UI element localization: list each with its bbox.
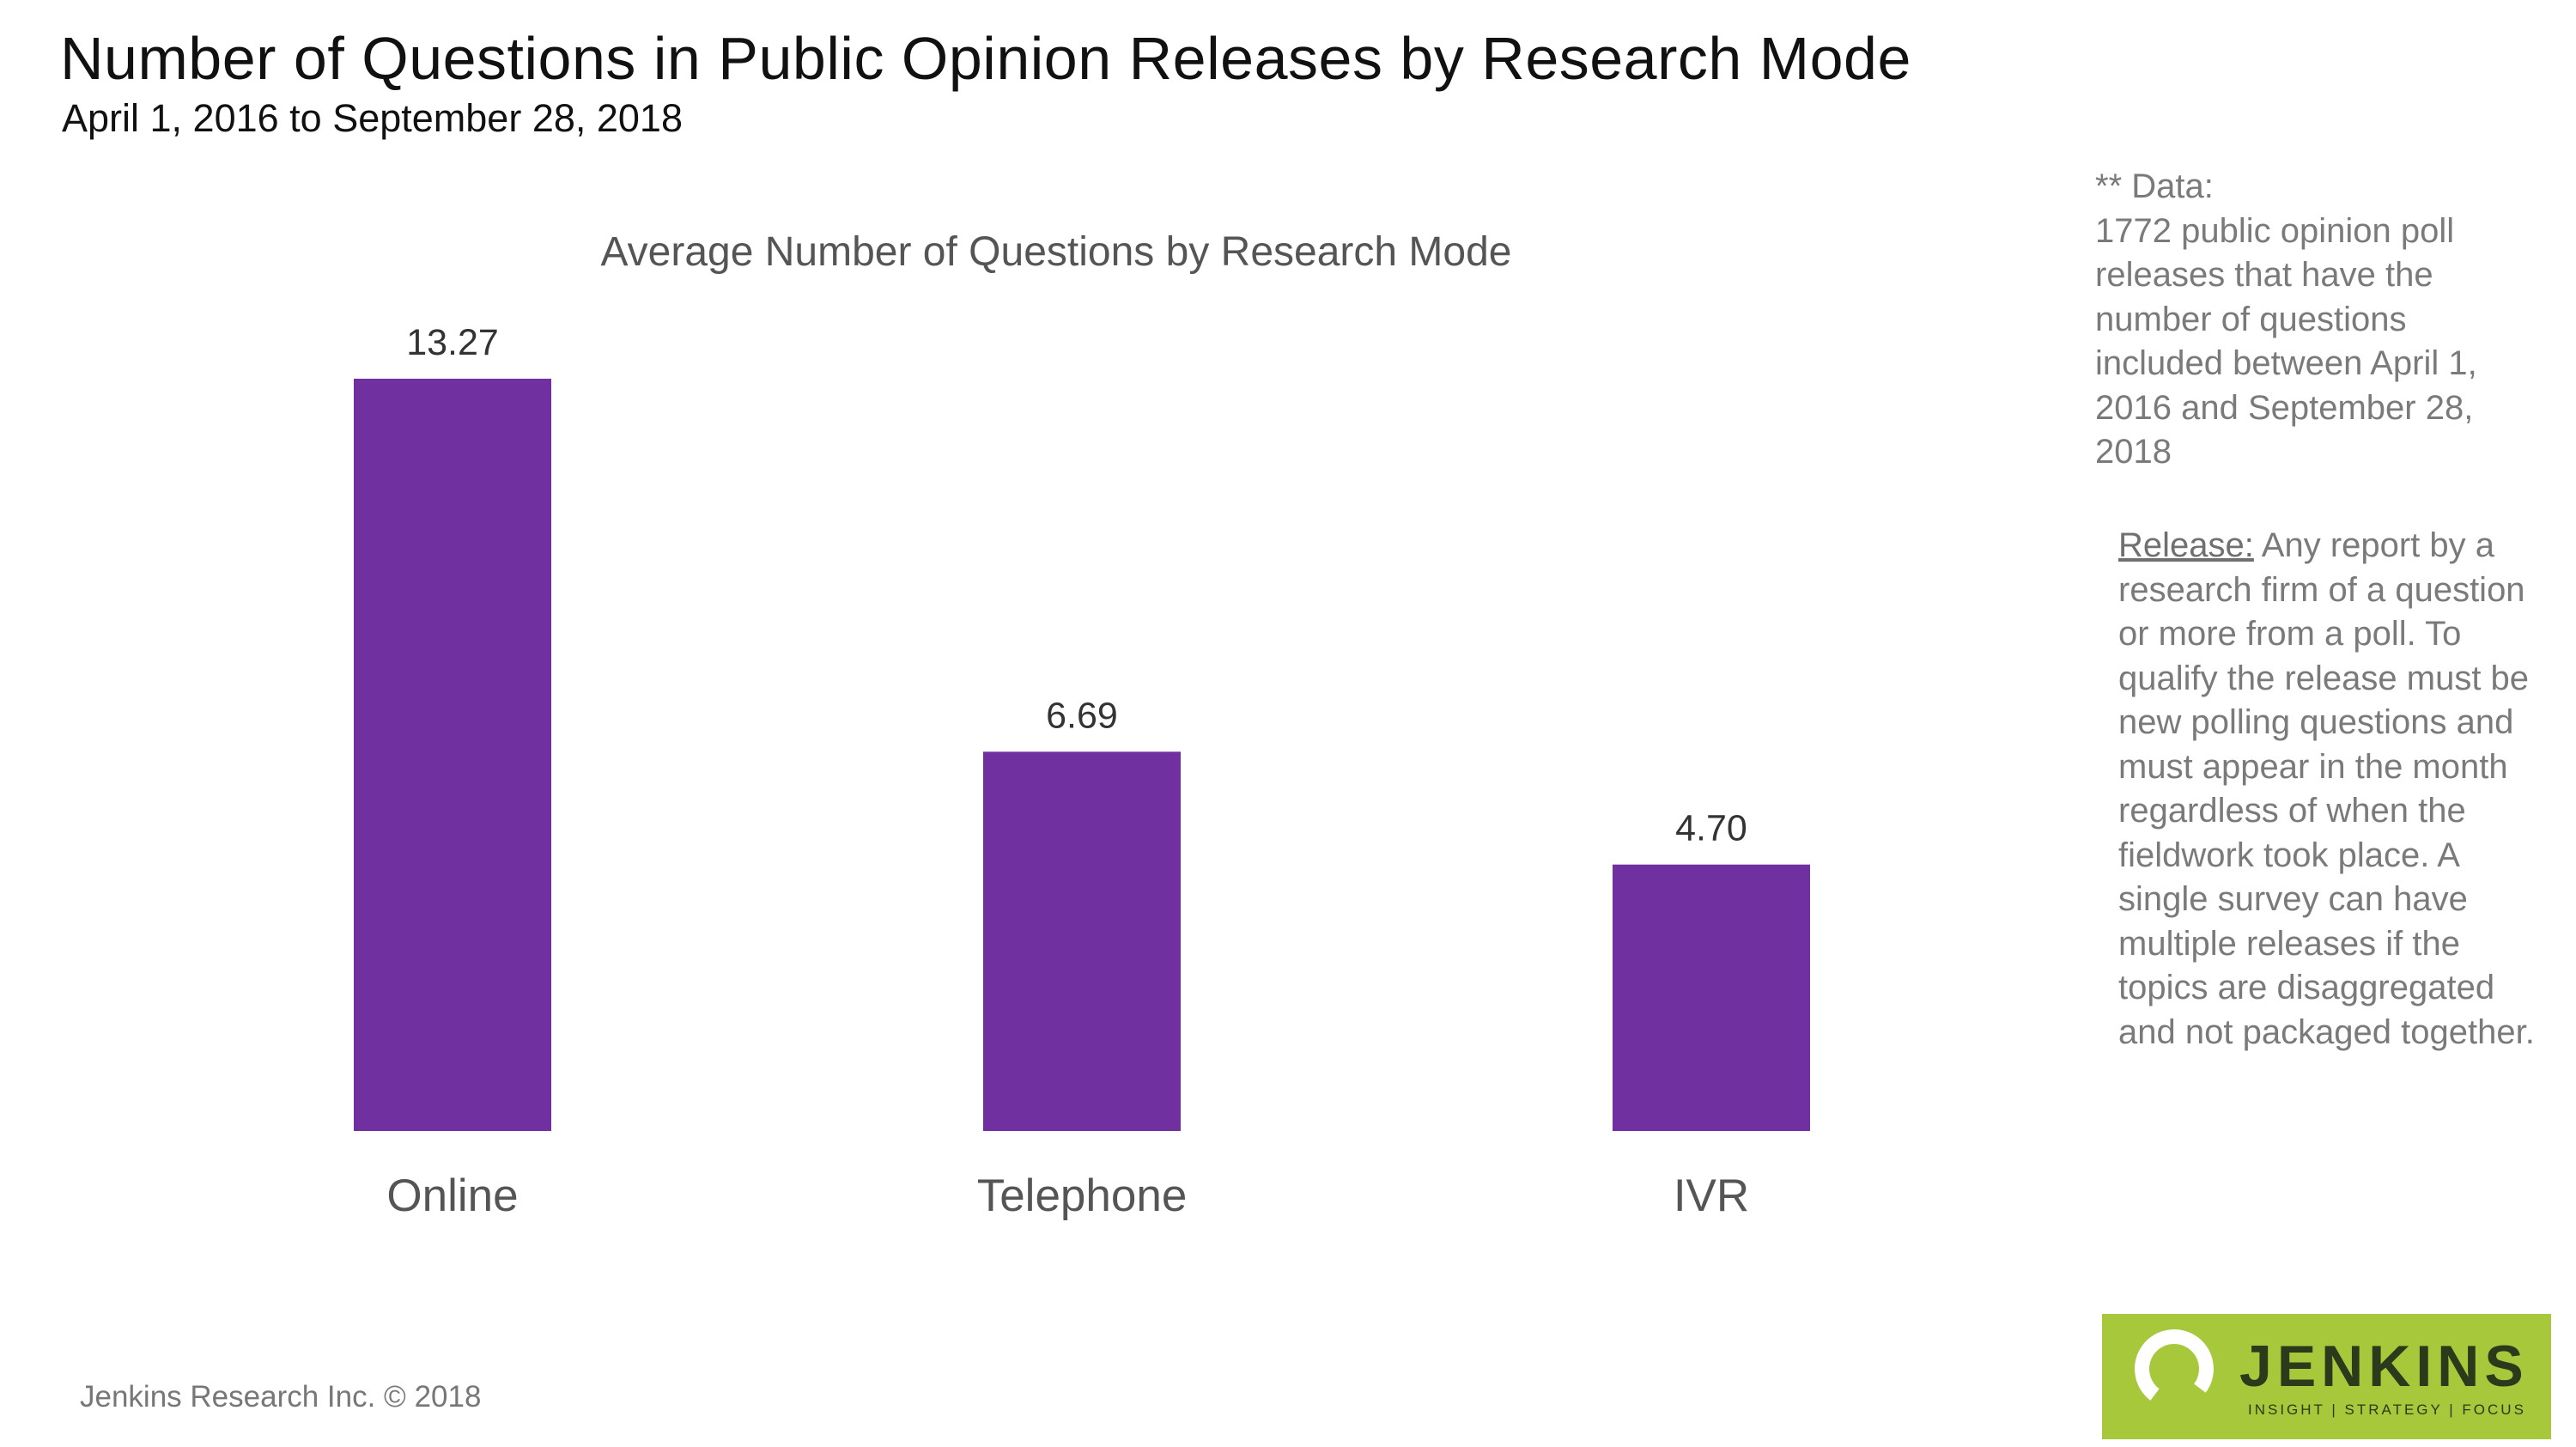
bar-online — [354, 379, 551, 1131]
footer-copyright: Jenkins Research Inc. © 2018 — [80, 1380, 482, 1414]
category-label-ivr: IVR — [1674, 1170, 1749, 1221]
value-label-telephone: 6.69 — [1046, 695, 1118, 736]
data-note-text: 1772 public opinion poll releases that h… — [2095, 211, 2477, 471]
category-label-online: Online — [386, 1170, 518, 1221]
bar-chart: 13.27 Online 6.69 Telephone 4.70 IVR — [354, 322, 1810, 1221]
page-title: Number of Questions in Public Opinion Re… — [60, 25, 1911, 92]
jenkins-logo: JENKINS INSIGHT | STRATEGY | FOCUS — [2102, 1314, 2551, 1439]
data-note-label: ** Data: — [2095, 167, 2214, 205]
bars-layer: 13.27 Online 6.69 Telephone 4.70 IVR — [354, 322, 1810, 1221]
bar-telephone — [983, 751, 1181, 1131]
value-label-online: 13.27 — [406, 322, 499, 363]
release-term: Release: — [2118, 526, 2254, 564]
data-note: ** Data: 1772 public opinion poll releas… — [2095, 165, 2542, 475]
logo-wordmark: JENKINS — [2239, 1334, 2529, 1399]
page-subtitle: April 1, 2016 to September 28, 2018 — [62, 96, 683, 140]
category-label-telephone: Telephone — [977, 1170, 1188, 1221]
value-label-ivr: 4.70 — [1675, 808, 1747, 849]
bar-ivr — [1613, 864, 1810, 1131]
logo-ring-icon — [2129, 1324, 2219, 1414]
chart-title: Average Number of Questions by Research … — [600, 229, 1512, 275]
release-definition: Release: Any report by a research firm o… — [2118, 524, 2548, 1055]
release-definition-text: Any report by a research firm of a quest… — [2118, 526, 2535, 1051]
logo-tagline: INSIGHT | STRATEGY | FOCUS — [2248, 1401, 2526, 1418]
